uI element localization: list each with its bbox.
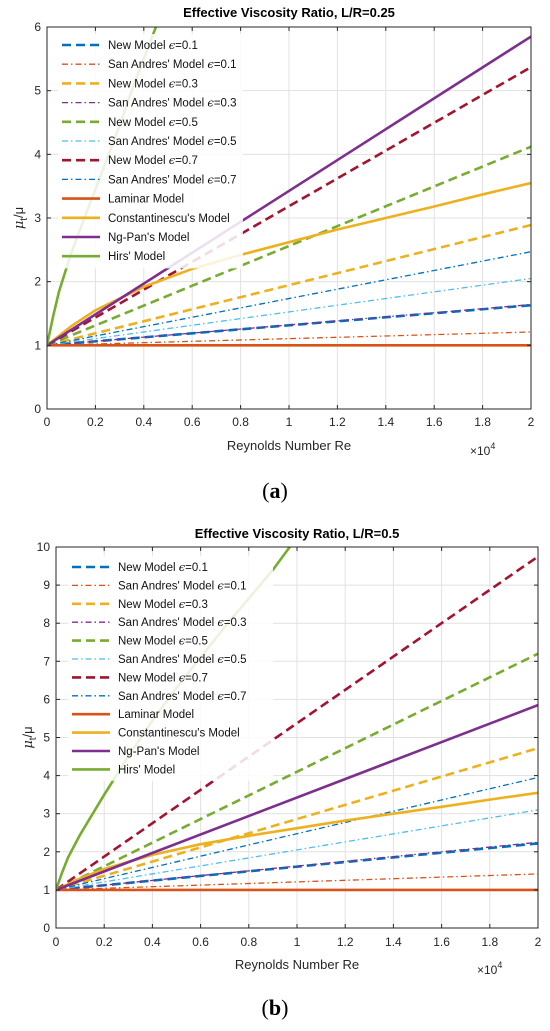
series-line-5: [56, 652, 538, 892]
legend: New Model ϵ=0.1 San Andres' Model ϵ=0.1 Ne…: [58, 34, 243, 269]
y-tick-label: 3: [34, 211, 41, 225]
x-tick-label: 1.8: [474, 415, 491, 429]
legend-label-7: New Model ϵ=0.7: [118, 670, 208, 684]
x-tick-label: 1.4: [377, 415, 394, 429]
x-tick-label: 0.4: [135, 415, 152, 429]
y-tick-label: 2: [34, 275, 41, 289]
x-tick-label: 0.6: [184, 415, 201, 429]
legend-label-12: Hirs' Model: [118, 764, 175, 776]
legend-label-8: San Andres' Model ϵ=0.7: [108, 172, 237, 186]
series-group: [47, 27, 531, 347]
x-tick-label: 0: [44, 415, 51, 429]
legend-label-1: New Model ϵ=0.1: [118, 560, 208, 574]
x-tick-label: 0.8: [240, 935, 257, 949]
legend-label-3: New Model ϵ=0.3: [108, 76, 198, 90]
y-axis-label: μt/μ: [11, 207, 30, 229]
legend-label-6: San Andres' Model ϵ=0.5: [108, 134, 237, 148]
x-tick-label: 1.6: [433, 935, 450, 949]
legend-label-5: New Model ϵ=0.5: [118, 634, 208, 648]
x-tick-label: 0.2: [96, 935, 113, 949]
y-tick-label: 5: [43, 731, 50, 745]
chart-panel-a: 0 0.2 0.4 0.6 0.8 1 1.2 1.4 1.6 1.8 2 0 1 2 3 4 5 6 Effect…: [11, 5, 535, 458]
y-tick-label: 10: [37, 540, 51, 554]
y-tick-label: 3: [43, 807, 50, 821]
series-line-10: [56, 791, 538, 892]
series-line-11: [56, 703, 538, 892]
x-axis-label: Reynolds Number Re: [235, 957, 359, 972]
series-line-1: [47, 303, 531, 347]
chart-title: Effective Viscosity Ratio, L/R=0.5: [195, 526, 400, 541]
legend-label-9: Laminar Model: [118, 709, 194, 721]
series-line-6: [56, 809, 538, 891]
x-tick-label: 0.2: [87, 415, 104, 429]
legend-label-5: New Model ϵ=0.5: [108, 115, 198, 129]
y-tick-label: 0: [43, 921, 50, 935]
x-axis-exponent: ×104: [470, 441, 495, 458]
series-line-11: [47, 35, 531, 347]
series-line-5: [47, 145, 531, 347]
x-tick-label: 1.2: [337, 935, 354, 949]
x-tick-label: 0: [53, 935, 60, 949]
legend-label-9: Laminar Model: [108, 194, 184, 206]
x-tick-label: 1.6: [426, 415, 443, 429]
figure-caption: (b): [262, 995, 289, 1020]
y-tick-label: 4: [43, 769, 50, 783]
chart-panel-b: 0 0.2 0.4 0.6 0.8 1 1.2 1.4 1.6 1.8 2 0 1 2 3 4 5 6 7 8 9 10 E…: [20, 526, 542, 977]
legend-label-11: Ng-Pan's Model: [108, 232, 189, 244]
series-line-6: [47, 277, 531, 346]
x-tick-label: 2: [535, 935, 542, 949]
legend-label-7: New Model ϵ=0.7: [108, 153, 198, 167]
legend-box: [68, 556, 273, 781]
y-tick-label: 6: [34, 20, 41, 34]
series-line-8: [47, 251, 531, 346]
figure-caption: (a): [262, 478, 288, 503]
legend-label-2: San Andres' Model ϵ=0.1: [118, 578, 247, 592]
y-axis-label: μt/μ: [20, 726, 39, 748]
x-tick-label: 1.4: [385, 935, 402, 949]
legend-label-11: Ng-Pan's Model: [118, 746, 199, 758]
legend-label-1: New Model ϵ=0.1: [108, 38, 198, 52]
x-tick-label: 1: [294, 935, 301, 949]
x-tick-label: 1.2: [329, 415, 346, 429]
y-tick-label: 4: [34, 147, 41, 161]
legend-box: [58, 34, 243, 269]
x-axis-label: Reynolds Number Re: [227, 438, 351, 453]
legend-label-8: San Andres' Model ϵ=0.7: [118, 689, 247, 703]
legend-label-3: New Model ϵ=0.3: [118, 597, 208, 611]
legend-label-6: San Andres' Model ϵ=0.5: [118, 652, 247, 666]
legend-label-4: San Andres' Model ϵ=0.3: [108, 96, 237, 110]
y-tick-label: 5: [34, 84, 41, 98]
y-tick-label: 2: [43, 845, 50, 859]
chart-title: Effective Viscosity Ratio, L/R=0.25: [183, 5, 395, 20]
y-tick-label: 8: [43, 616, 50, 630]
x-tick-label: 2: [528, 415, 535, 429]
series-line-10: [47, 181, 531, 347]
y-tick-label: 7: [43, 654, 50, 668]
y-tick-label: 0: [34, 402, 41, 416]
legend-label-4: San Andres' Model ϵ=0.3: [118, 615, 247, 629]
legend: New Model ϵ=0.1 San Andres' Model ϵ=0.1 Ne…: [68, 556, 273, 781]
x-tick-label: 0.6: [192, 935, 209, 949]
x-tick-label: 0.4: [144, 935, 161, 949]
y-tick-label: 9: [43, 578, 50, 592]
series-line-7: [47, 65, 531, 347]
legend-label-12: Hirs' Model: [108, 251, 165, 263]
y-tick-label: 1: [43, 883, 50, 897]
y-tick-label: 1: [34, 338, 41, 352]
x-axis-exponent: ×104: [477, 960, 502, 977]
legend-label-2: San Andres' Model ϵ=0.1: [108, 57, 237, 71]
series-line-2: [56, 873, 538, 891]
y-tick-label: 6: [43, 692, 50, 706]
x-tick-label: 0.8: [232, 415, 249, 429]
x-tick-label: 1.8: [481, 935, 498, 949]
series-line-8: [56, 776, 538, 891]
legend-label-10: Constantinescu's Model: [118, 728, 240, 740]
x-tick-label: 1: [286, 415, 293, 429]
series-line-1: [56, 842, 538, 892]
legend-label-10: Constantinescu's Model: [108, 213, 230, 225]
